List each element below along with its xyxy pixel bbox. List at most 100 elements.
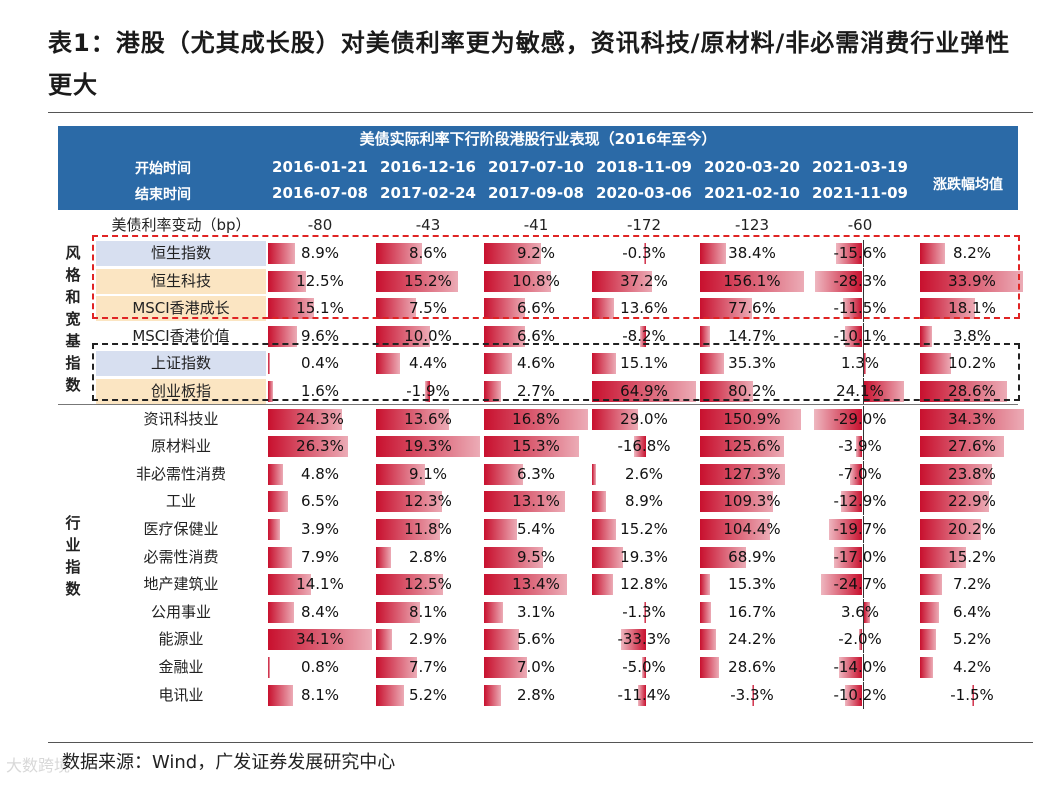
row-label: 上证指数 bbox=[96, 351, 266, 377]
value-bar bbox=[836, 243, 862, 264]
end-date: 2016-07-08 bbox=[272, 184, 368, 202]
table-cell: 10.2% bbox=[918, 350, 1026, 377]
value-bar bbox=[484, 243, 541, 264]
value-bar bbox=[376, 298, 417, 320]
table-cell: 8.2% bbox=[918, 240, 1026, 267]
value-bar bbox=[858, 629, 862, 651]
source-note: 数据来源：Wind，广发证券发展研究中心 bbox=[62, 752, 396, 773]
value-bar bbox=[829, 519, 862, 540]
cell-value: 23.8% bbox=[948, 464, 996, 483]
start-date: 2021-03-19 bbox=[812, 158, 908, 176]
value-bar bbox=[376, 325, 430, 347]
value-bar bbox=[864, 353, 867, 375]
table-cell: 7.0% bbox=[482, 654, 590, 681]
cell-value: -8.2% bbox=[622, 326, 666, 345]
value-bar bbox=[814, 408, 862, 430]
value-bar bbox=[592, 519, 617, 540]
table-cell: 12.3% bbox=[374, 488, 482, 515]
cell-value: 3.8% bbox=[952, 326, 992, 345]
table-cell: 7.7% bbox=[374, 654, 482, 681]
cell-value: 27.6% bbox=[948, 437, 996, 456]
table-cell: 8.4% bbox=[266, 599, 374, 626]
value-bar bbox=[971, 684, 974, 706]
cell-value: 12.3% bbox=[404, 492, 452, 511]
cell-value: 15.2% bbox=[404, 271, 452, 290]
cell-value: 33.9% bbox=[948, 271, 996, 290]
cell-value: 9.6% bbox=[300, 326, 340, 345]
cell-value: 13.6% bbox=[620, 299, 668, 318]
table-cell: -11.5% bbox=[806, 295, 914, 323]
highlight-box-black bbox=[92, 343, 1020, 401]
table-cell: 24.3% bbox=[266, 406, 374, 433]
cell-value: 15.3% bbox=[728, 575, 776, 594]
table-cell: 8.1% bbox=[266, 682, 374, 709]
value-bar bbox=[592, 298, 614, 320]
value-bar bbox=[920, 546, 967, 568]
value-bar bbox=[700, 243, 726, 264]
value-bar bbox=[838, 657, 862, 678]
table-header: 美债实际利率下行阶段港股行业表现（2016年至今） 开始时间 结束时间 2016… bbox=[58, 126, 1018, 210]
cell-value: 80.2% bbox=[728, 382, 776, 400]
value-bar bbox=[484, 408, 588, 430]
table-cell: 9.5% bbox=[482, 544, 590, 571]
table-row: 金融业 0.8% 7.7% 7.0% -5.0% 28.6% -14.0% 4.2% bbox=[58, 654, 1018, 681]
value-bar bbox=[376, 408, 450, 430]
value-bar bbox=[752, 684, 754, 706]
watermark: 大数跨境 bbox=[6, 756, 71, 775]
zero-axis bbox=[863, 350, 864, 378]
value-bar bbox=[484, 519, 518, 540]
table-cell: -24.7% bbox=[806, 571, 914, 599]
value-bar bbox=[268, 574, 311, 596]
start-time-label: 开始时间 bbox=[135, 161, 191, 177]
value-bar bbox=[700, 657, 720, 678]
value-bar bbox=[268, 546, 293, 568]
row-label: 恒生指数 bbox=[96, 241, 266, 266]
table-cell: 2.6% bbox=[590, 461, 698, 488]
cell-value: -12.9% bbox=[833, 492, 887, 511]
rate-change-value: -80 bbox=[307, 216, 333, 234]
cell-value: 104.4% bbox=[723, 520, 781, 538]
value-bar bbox=[639, 325, 646, 347]
value-bar bbox=[268, 684, 293, 706]
value-bar bbox=[821, 574, 862, 596]
table-cell: -33.3% bbox=[590, 626, 698, 653]
value-bar bbox=[633, 436, 646, 458]
end-date: 2021-11-09 bbox=[812, 184, 908, 202]
row-label: MSCI香港价值 bbox=[132, 326, 230, 345]
cell-value: 18.1% bbox=[948, 299, 996, 318]
value-bar bbox=[268, 381, 273, 402]
cell-value: 7.5% bbox=[408, 299, 448, 318]
table-cell: 28.6% bbox=[918, 378, 1026, 405]
table-cell: -29.0% bbox=[806, 405, 914, 433]
table-row: 必需性消费 7.9% 2.8% 9.5% 19.3% 68.9% -17.0% 15.2% bbox=[58, 543, 1018, 571]
cell-value: 8.4% bbox=[300, 602, 340, 621]
cell-value: 1.3% bbox=[840, 354, 880, 373]
value-bar bbox=[592, 491, 607, 513]
table-row: 地产建筑业 14.1% 12.5% 13.4% 12.8% 15.3% -24.7% 7.2% bbox=[58, 571, 1018, 599]
zero-axis bbox=[863, 405, 864, 433]
value-bar bbox=[700, 601, 712, 623]
cell-value: 3.6% bbox=[840, 602, 880, 621]
table-cell: -3.3% bbox=[698, 682, 806, 709]
table-cell: 37.2% bbox=[590, 268, 698, 295]
value-bar bbox=[376, 243, 423, 264]
start-date: 2016-01-21 bbox=[272, 158, 368, 176]
table-row: MSCI香港价值 9.6% 10.0% 6.6% -8.2% 14.7% -10.1% 3.8… bbox=[58, 322, 1018, 350]
value-bar bbox=[920, 657, 933, 678]
table-cell: 15.1% bbox=[266, 295, 374, 322]
cell-value: 2.8% bbox=[516, 685, 556, 704]
value-bar bbox=[592, 408, 639, 430]
cell-value: 3.9% bbox=[300, 520, 340, 538]
cell-value: 28.6% bbox=[728, 658, 776, 676]
value-bar bbox=[268, 629, 372, 651]
category-style-index: 风格和宽基指数 bbox=[65, 244, 81, 394]
cell-value: 2.7% bbox=[516, 382, 556, 400]
value-bar bbox=[376, 270, 458, 292]
cell-value: 150.9% bbox=[723, 409, 781, 428]
value-bar bbox=[700, 353, 724, 375]
cell-value: 156.1% bbox=[723, 271, 781, 290]
value-bar bbox=[864, 601, 870, 623]
value-bar bbox=[920, 629, 936, 651]
cell-value: -24.7% bbox=[833, 575, 887, 594]
row-label: 金融业 bbox=[158, 658, 204, 676]
